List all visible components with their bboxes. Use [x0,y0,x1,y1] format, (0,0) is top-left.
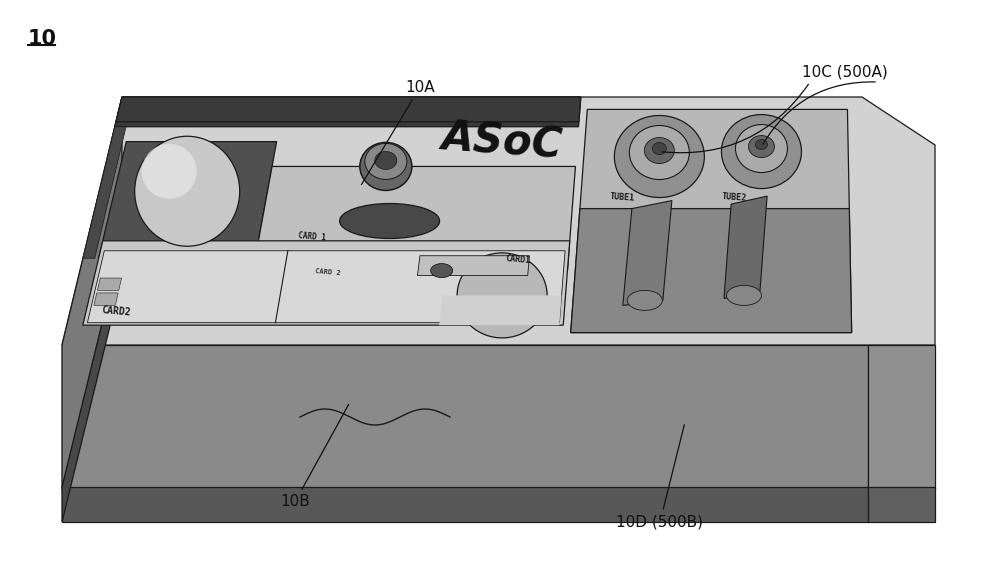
Ellipse shape [652,143,666,155]
Polygon shape [115,97,581,127]
Polygon shape [571,110,852,332]
Ellipse shape [340,204,440,238]
Polygon shape [83,241,570,325]
Ellipse shape [457,253,547,338]
Polygon shape [97,278,122,290]
Polygon shape [868,345,935,489]
Polygon shape [87,251,565,323]
Text: TUBE2: TUBE2 [721,193,747,203]
Polygon shape [83,127,126,258]
Polygon shape [571,209,852,332]
Polygon shape [116,97,581,122]
Text: CARD 2: CARD 2 [315,268,341,276]
Ellipse shape [142,144,197,198]
Polygon shape [417,256,529,276]
Ellipse shape [755,140,767,149]
Ellipse shape [727,286,762,305]
Ellipse shape [360,143,412,190]
Text: CARD 1: CARD 1 [297,231,326,243]
Text: 10C (500A): 10C (500A) [802,65,888,80]
Text: 10: 10 [28,29,57,49]
Ellipse shape [431,264,453,278]
Text: 10A: 10A [361,80,435,185]
Text: CARD1: CARD1 [505,254,531,265]
Ellipse shape [375,151,397,170]
Ellipse shape [627,290,662,310]
Polygon shape [439,295,562,325]
Polygon shape [62,242,122,522]
Polygon shape [62,97,935,345]
Ellipse shape [735,125,787,173]
Ellipse shape [721,115,801,189]
Polygon shape [623,201,672,305]
Polygon shape [868,487,935,522]
Ellipse shape [748,136,774,158]
Polygon shape [724,196,767,298]
Polygon shape [94,293,118,305]
Ellipse shape [629,126,689,179]
Text: 10D (500B): 10D (500B) [616,425,704,530]
Polygon shape [99,141,277,258]
Ellipse shape [365,144,407,179]
Ellipse shape [644,137,674,163]
Polygon shape [62,487,868,522]
Polygon shape [253,166,575,271]
Text: CARD2: CARD2 [101,305,131,317]
Text: 10B: 10B [280,404,349,509]
Ellipse shape [135,136,240,246]
Polygon shape [62,97,122,489]
Text: ASoC: ASoC [440,117,564,167]
Text: TUBE1: TUBE1 [610,193,635,203]
Polygon shape [62,345,868,489]
Ellipse shape [614,115,704,197]
